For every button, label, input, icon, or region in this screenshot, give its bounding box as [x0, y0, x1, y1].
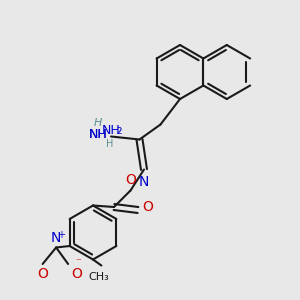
Text: CH₃: CH₃	[88, 272, 109, 281]
Text: N: N	[51, 230, 61, 244]
Text: O: O	[142, 200, 153, 214]
Text: O: O	[125, 173, 136, 188]
Text: H: H	[106, 139, 113, 149]
Text: ₂: ₂	[117, 124, 122, 137]
Text: ⁻: ⁻	[75, 257, 81, 268]
Text: H: H	[93, 118, 102, 128]
Text: N: N	[139, 176, 149, 190]
Text: NH: NH	[89, 128, 108, 142]
Text: NH: NH	[89, 128, 108, 142]
Text: +: +	[58, 230, 65, 240]
Text: O: O	[71, 267, 82, 281]
Text: NH: NH	[102, 124, 120, 137]
Text: O: O	[37, 267, 48, 281]
